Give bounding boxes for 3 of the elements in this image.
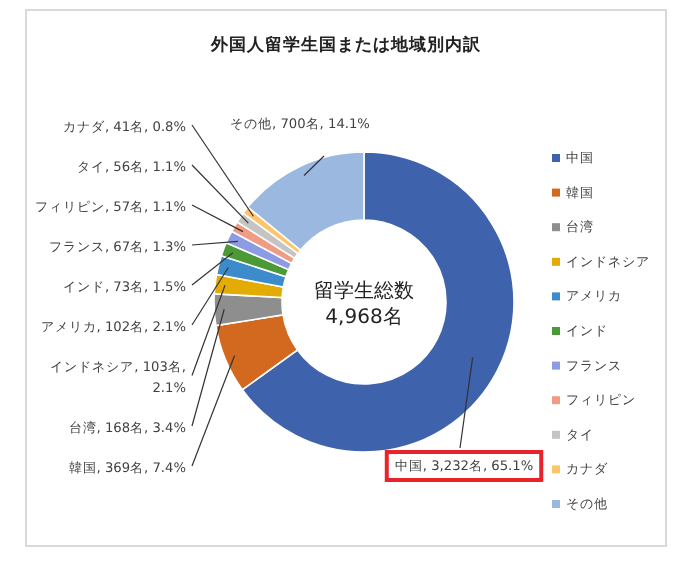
text: 4,968名 [325,305,403,329]
text: 留学生総数 [314,279,414,303]
chart-title: 外国人留学生国または地域別内訳 [209,34,483,56]
